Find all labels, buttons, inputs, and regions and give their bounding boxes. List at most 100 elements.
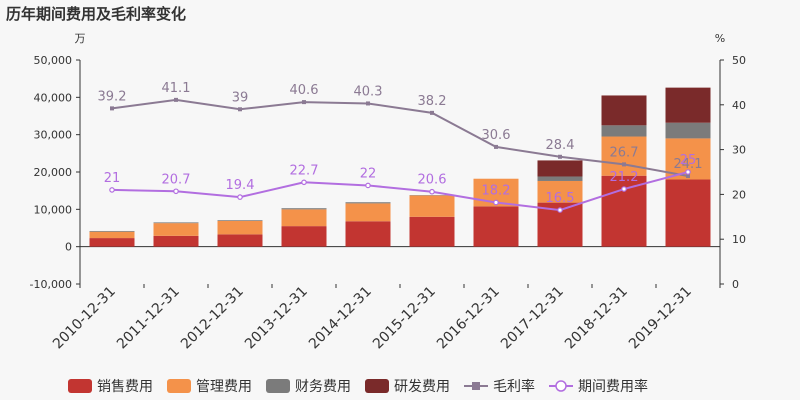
data-label: 20.7 [162,172,191,187]
right-axis-tick-label: 20 [732,188,746,201]
line-point [366,101,370,106]
left-axis-tick-label: -10,000 [30,278,72,291]
legend-label: 期间费用率 [578,378,648,395]
bar-segment [89,231,135,239]
line-point [109,187,115,193]
data-label: 39.2 [98,89,127,104]
bar-segment [537,176,583,181]
line-point [110,106,114,111]
bar-segment [409,195,455,217]
legend-marker [555,380,567,392]
left-axis-tick-label: 50,000 [34,54,73,67]
legend-label: 管理费用 [196,379,252,395]
left-axis-tick-label: 30,000 [34,129,73,142]
bar-segment [665,122,711,139]
line-point [558,154,562,159]
data-label: 25 [680,153,697,168]
chart-title: 历年期间费用及毛利率变化 [6,5,186,23]
right-axis-tick-label: 10 [732,233,746,246]
bar-segment [409,216,455,247]
bar-segment [89,230,135,232]
x-axis-category-label: 2018-12-31 [562,284,631,353]
data-label: 41.1 [162,81,191,96]
legend-marker [472,382,480,390]
bars-layer [89,87,711,247]
bar-segment [665,179,711,247]
bar-segment [281,209,327,227]
bar-segment [345,202,391,204]
bar-segment [153,222,199,224]
series-line [111,171,689,212]
data-label: 28.4 [546,138,575,153]
data-label: 26.7 [610,145,639,160]
data-label: 21 [104,171,121,186]
left-axis-tick-label: 0 [65,241,72,254]
line-point [685,169,691,175]
x-axis-category-label: 2019-12-31 [626,284,695,353]
data-label: 19.4 [226,178,255,193]
left-axis-tick-label: 10,000 [34,203,73,216]
bar-segment [345,203,391,222]
line-point [429,188,435,195]
data-label: 40.3 [354,84,383,99]
right-axis-tick-label: 50 [732,54,746,67]
legend-label: 毛利率 [493,378,535,395]
bar-segment [601,125,647,137]
lines-layer: 39.2 41.1 39 40.6 40.3 38.2 30.6 28.4 26.7 24.1 21… [98,81,703,213]
data-label: 22.7 [290,163,319,178]
x-axis-category-label: 2010-12-31 [50,284,119,353]
right-axis-tick-label: 0 [732,278,739,291]
line-point [301,179,307,186]
line-point [621,186,627,192]
bar-segment [281,208,327,210]
data-label: 39 [232,90,249,105]
legend-swatch [365,379,389,393]
right-axis-tick-label: 30 [732,144,746,157]
legend-label: 研发费用 [394,379,450,395]
data-label: 22 [360,166,377,181]
legend-label: 财务费用 [295,379,351,395]
line-point [430,110,434,115]
bar-segment [601,95,647,126]
line-point [494,144,498,149]
data-label: 40.6 [290,83,319,98]
bar-segment [89,238,135,247]
line-point [174,97,178,102]
right-axis-tick-label: 40 [732,99,746,112]
bar-segment [153,235,199,247]
left-axis-unit: 万 [75,32,86,45]
x-axis-category-label: 2012-12-31 [178,284,247,353]
data-label: 24.1 [674,157,703,172]
line-point [686,174,690,179]
bar-segment [537,160,583,177]
data-label: 30.6 [482,128,511,143]
bar-segment [217,220,263,221]
x-axis-category-label: 2017-12-31 [498,284,567,353]
series-line [111,98,689,178]
line-point [365,182,371,189]
right-axis-unit: % [715,32,725,45]
line-point [238,107,242,112]
x-axis-category-label: 2011-12-31 [114,284,183,353]
line-point [302,100,306,105]
legend: 销售费用 管理费用 财务费用 研发费用 毛利率 期间费用率 [68,378,648,395]
bar-segment [601,136,647,176]
data-label: 20.6 [418,173,447,188]
x-axis-category-label: 2015-12-31 [370,284,439,353]
bar-segment [473,206,519,247]
data-label: 38.2 [418,94,447,109]
line-point [493,199,499,206]
data-label: 21.2 [610,170,639,185]
line-point [557,207,563,213]
bar-segment [281,226,327,247]
data-label: 18.2 [482,183,511,198]
bar-segment [345,221,391,247]
bar-segment [217,234,263,247]
line-point [622,162,626,167]
x-axis-category-label: 2014-12-31 [306,284,375,353]
bar-segment [537,180,583,203]
legend-swatch [266,379,290,393]
line-point [173,188,179,195]
